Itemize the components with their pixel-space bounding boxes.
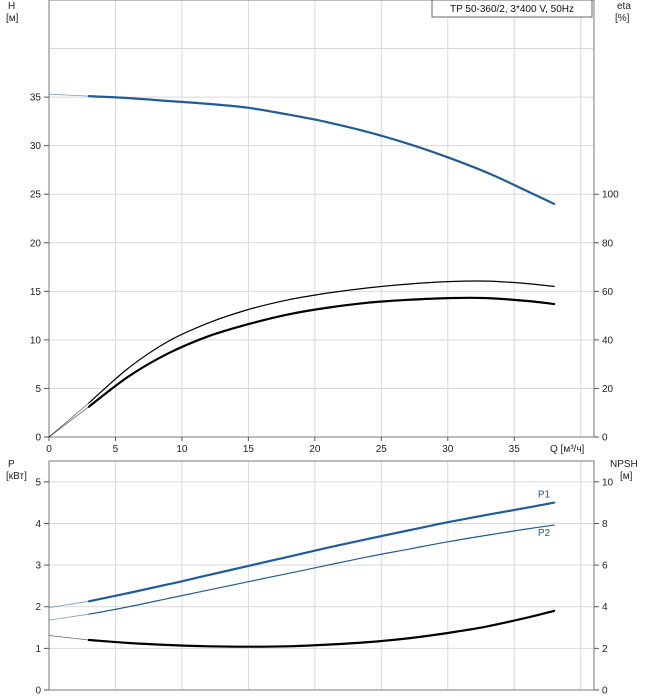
top-y-left-title: H [м]	[6, 1, 19, 24]
x-tick-label: 25	[376, 444, 388, 455]
x-tick-label: 15	[243, 444, 255, 455]
top-y-left-tick-label: 15	[30, 287, 42, 298]
bottom-series-p2: P2	[48, 524, 555, 621]
x-tick-label: 20	[309, 444, 321, 455]
bottom-series-extension	[48, 600, 89, 608]
top-y-left-tick-label: 30	[30, 141, 42, 152]
x-axis-title: Q [м³/ч]	[550, 444, 585, 455]
top-y-right-label: eta	[617, 1, 631, 12]
bottom-y-left-tick-label: 0	[35, 686, 41, 697]
legend-text: TP 50-360/2, 3*400 V, 50Hz	[450, 4, 574, 15]
top-series-extension	[48, 93, 89, 97]
bottom-series-extension	[48, 635, 89, 641]
bottom-y-left-tick-label: 4	[35, 519, 41, 530]
x-tick-label: 10	[176, 444, 188, 455]
x-tick-label: 35	[509, 444, 521, 455]
top-y-right-tick-label: 80	[602, 238, 614, 249]
bottom-y-right-tick-label: 10	[602, 477, 614, 488]
bottom-y-right-label: NPSH	[610, 459, 638, 470]
top-series-extension	[48, 406, 90, 438]
bottom-series-extension	[48, 613, 89, 621]
top-y-right-tick-label: 0	[602, 433, 608, 444]
top-y-left-unit: [м]	[6, 13, 19, 24]
bottom-y-left-unit: [кВт]	[6, 471, 27, 482]
top-series-line	[87, 95, 556, 205]
bottom-y-right-tick-label: 6	[602, 561, 608, 572]
legend-box	[431, 0, 593, 18]
bottom-y-left-tick-label: 3	[35, 561, 41, 572]
top-series-curve-2	[48, 280, 555, 438]
bottom-series-line	[87, 501, 556, 603]
bottom-y-right-tick-label: 4	[602, 602, 608, 613]
bottom-series-curve-3	[48, 609, 556, 648]
top-y-left-tick-label: 20	[30, 238, 42, 249]
bottom-plot-frame	[48, 460, 595, 691]
x-tick-label: 0	[46, 444, 52, 455]
bottom-y-left-title: P [кВт]	[6, 459, 27, 482]
bottom-y-left-tick-label: 5	[35, 477, 41, 488]
x-tick-label: 30	[442, 444, 454, 455]
top-y-right-unit: [%]	[615, 13, 630, 24]
top-y-right-tick-label: 20	[602, 384, 614, 395]
series-label-p2: P2	[538, 528, 551, 539]
series-label-p1: P1	[538, 490, 551, 501]
top-series-line	[87, 296, 556, 408]
top-y-left-tick-label: 0	[35, 433, 41, 444]
top-y-left-label: H	[8, 1, 15, 12]
head-efficiency-plot: 0 5 10 15 20 25 30 35 0 20 40 60 80 100 0 5 10 15 20 25 30 35	[30, 0, 619, 455]
legend: TP 50-360/2, 3*400 V, 50Hz	[431, 0, 593, 18]
bottom-series-p1: P1	[48, 490, 556, 608]
top-y-left-tick-label: 10	[30, 335, 42, 346]
top-y-left-tick-label: 35	[30, 93, 42, 104]
bottom-y-right-tick-label: 0	[602, 686, 608, 697]
top-y-right-tick-label: 60	[602, 287, 614, 298]
power-npsh-plot: 0 1 2 3 4 5 0 2 4 6 8 10 P1 P2	[35, 460, 614, 697]
bottom-y-right-tick-label: 2	[602, 644, 608, 655]
bottom-y-left-label: P	[8, 459, 15, 470]
bottom-y-right-unit: [м]	[620, 471, 633, 482]
bottom-y-right-title: NPSH [м]	[610, 459, 638, 482]
top-y-right-tick-label: 40	[602, 335, 614, 346]
top-series-extension	[48, 402, 90, 438]
bottom-y-left-tick-label: 1	[35, 644, 41, 655]
top-plot-frame	[48, 0, 595, 438]
top-y-left-tick-label: 25	[30, 190, 42, 201]
top-series-line	[88, 280, 555, 404]
top-series-curve-1	[48, 93, 556, 205]
x-tick-label: 5	[113, 444, 119, 455]
bottom-series-line	[88, 524, 555, 615]
top-series-curve-3	[48, 296, 556, 438]
bottom-y-left-tick-label: 2	[35, 602, 41, 613]
bottom-series-line	[87, 609, 556, 648]
bottom-y-right-tick-label: 8	[602, 519, 608, 530]
top-y-right-title: eta [%]	[615, 1, 631, 24]
top-y-left-tick-label: 5	[35, 384, 41, 395]
top-y-right-tick-label: 100	[602, 190, 619, 201]
